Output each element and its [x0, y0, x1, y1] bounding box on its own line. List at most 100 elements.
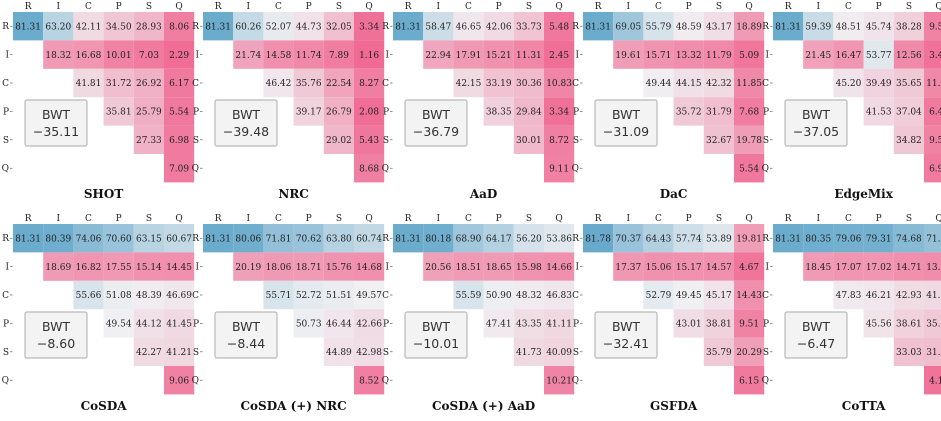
cell-value: 59.39 — [805, 22, 831, 32]
cell-value: 33.03 — [896, 348, 922, 358]
cell-value: 9.57 — [929, 136, 941, 146]
cell-value: 55.71 — [266, 291, 292, 301]
cell-value: 33.73 — [516, 22, 542, 32]
column-label: Q — [365, 2, 372, 12]
cell-value: 5.09 — [739, 51, 759, 61]
row-label: P — [573, 319, 579, 329]
cell-value: 46.44 — [326, 320, 352, 330]
heatmap-cell — [453, 252, 484, 281]
heatmap-cell — [393, 12, 424, 41]
row-label: I — [765, 51, 769, 61]
column-label: I — [437, 2, 441, 12]
cell-value: 25.79 — [136, 108, 162, 118]
heatmap-chart: R I C P S Q R I C P S Q 81.31 58.47 46.65 42.06 33.73 5.4… — [382, 2, 575, 201]
cell-value: 31.72 — [106, 79, 132, 89]
chart-title: AaD — [469, 187, 498, 201]
cell-value: 41.54 — [926, 291, 941, 301]
bwt-label: BWT — [802, 107, 830, 122]
column-label: S — [526, 2, 532, 12]
cell-value: 60.26 — [235, 22, 261, 32]
bwt-label: BWT — [42, 107, 70, 122]
row-label: S — [3, 348, 9, 358]
heatmap-panel: R I C P S Q R I C P S Q 81.31 60.26 52.07 44.73 32.05 3.3… — [192, 0, 385, 208]
cell-value: 19.61 — [615, 51, 641, 61]
row-label: P — [193, 319, 199, 329]
cell-value: 9.51 — [739, 320, 759, 330]
cell-value: 32.05 — [326, 22, 352, 32]
cell-value: 40.09 — [546, 348, 572, 358]
heatmap-cell — [513, 252, 544, 281]
heatmap-cell — [643, 40, 674, 69]
cell-value: 16.47 — [836, 51, 862, 61]
heatmap-chart: R I C P S Q R I C P S Q 81.78 70.37 64.43 57.74 53.89 19.… — [572, 214, 765, 413]
heatmap-cell — [924, 68, 941, 98]
heatmap-cell — [673, 12, 704, 41]
row-label: S — [573, 136, 579, 146]
heatmap-cell — [203, 224, 234, 253]
cell-value: 4.19 — [929, 376, 941, 386]
heatmap-cell — [103, 252, 134, 281]
heatmap-cell — [673, 224, 704, 253]
cell-value: 80.35 — [805, 234, 831, 244]
heatmap-chart: R I C P S Q R I C P S Q 81.31 80.39 74.06 70.60 63.15 60.… — [2, 214, 195, 413]
bwt-label: BWT — [802, 319, 830, 334]
cell-value: 5.48 — [549, 22, 569, 32]
heatmap-cell — [673, 280, 704, 310]
row-label: I — [195, 263, 199, 273]
column-label: S — [336, 214, 342, 224]
cell-value: 2.29 — [169, 51, 189, 61]
heatmap-panel: R I C P S Q R I C P S Q 81.31 69.05 55.79 48.59 43.17 18.… — [572, 0, 765, 208]
heatmap-cell — [164, 12, 195, 41]
heatmap-cell — [734, 252, 765, 281]
heatmap-cell — [203, 12, 234, 41]
heatmap-cell — [323, 252, 354, 281]
heatmap-chart: R I C P S Q R I C P S Q 81.31 69.05 55.79 48.59 43.17 18.… — [572, 2, 765, 201]
row-label: Q — [382, 164, 389, 174]
cell-value: 42.93 — [896, 291, 922, 301]
cell-value: 81.31 — [205, 234, 231, 244]
bwt-value: −36.79 — [413, 124, 459, 139]
cell-value: 16.68 — [76, 51, 102, 61]
cell-value: 21.45 — [805, 51, 831, 61]
cell-value: 39.17 — [296, 108, 322, 118]
cell-value: 38.61 — [896, 320, 922, 330]
heatmap-cell — [513, 224, 544, 253]
row-label: I — [5, 51, 9, 61]
heatmap-cell — [734, 97, 765, 126]
heatmap-cell — [703, 40, 734, 69]
cell-value: 81.31 — [775, 234, 801, 244]
cell-value: 9.55 — [929, 22, 941, 32]
heatmap-cell — [863, 224, 894, 253]
heatmap-cell — [293, 97, 324, 126]
bwt-box — [594, 311, 658, 359]
bwt-value: −31.09 — [603, 124, 649, 139]
row-label: P — [383, 319, 389, 329]
row-label: P — [763, 319, 769, 329]
column-label: I — [437, 214, 441, 224]
heatmap-cell — [164, 97, 195, 126]
column-label: R — [215, 214, 222, 224]
heatmap-cell — [544, 366, 575, 395]
column-label: I — [57, 214, 61, 224]
bwt-box — [404, 99, 468, 147]
heatmap-cell — [893, 12, 924, 41]
cell-value: 2.08 — [359, 108, 379, 118]
cell-value: 26.79 — [326, 108, 352, 118]
cell-value: 15.76 — [326, 263, 352, 273]
heatmap-cell — [103, 12, 134, 41]
cell-value: 41.81 — [76, 79, 102, 89]
heatmap-cell — [734, 154, 765, 183]
cell-value: 81.31 — [775, 22, 801, 32]
heatmap-cell — [483, 40, 514, 69]
heatmap-cell — [544, 337, 575, 366]
chart-title: CoSDA (+) AaD — [432, 399, 535, 413]
cell-value: 38.28 — [896, 22, 922, 32]
cell-value: 81.31 — [205, 22, 231, 32]
row-label: R — [382, 234, 389, 244]
cell-value: 41.11 — [546, 320, 572, 330]
heatmap-cell — [13, 12, 44, 41]
heatmap-cell — [164, 224, 195, 253]
heatmap-cell — [43, 224, 74, 253]
heatmap-cell — [263, 68, 294, 98]
cell-value: 31.51 — [926, 348, 941, 358]
